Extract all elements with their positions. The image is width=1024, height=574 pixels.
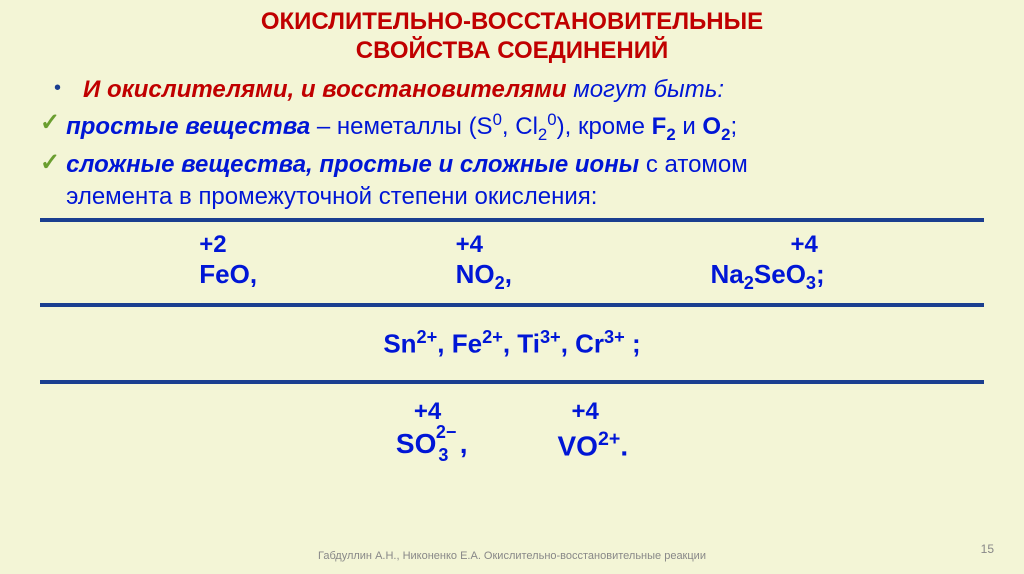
check1-lead: простые вещества (66, 113, 310, 140)
bullet-dot-icon: • (54, 74, 61, 102)
compound-feo: +2 FeO, (199, 232, 257, 294)
separator-2 (40, 303, 984, 307)
formula-text: VO2+. (558, 428, 629, 462)
separator-3 (40, 380, 984, 384)
charge-label: +4 (558, 398, 629, 426)
bullet-intro: • И окислителями, и восстановителями мог… (40, 74, 984, 105)
bullet-emphasis: И окислителями, и восстановителями (83, 76, 567, 103)
check-item-2: ✓ сложные вещества, простые и сложные ио… (40, 149, 984, 211)
compound-na2seo3: +4 Na2SeO3; (711, 232, 825, 294)
check-icon: ✓ (40, 109, 60, 138)
formula-text: Na2SeO3; (711, 260, 825, 293)
charge-label: +4 (396, 398, 468, 426)
check2-text: сложные вещества, простые и сложные ионы… (66, 149, 748, 211)
footer-citation: Габдуллин А.Н., Никоненко Е.А. Окислител… (0, 550, 1024, 562)
compounds-row: +2 FeO, +4 NO2, +4 Na2SeO3; (40, 228, 984, 298)
separator-1 (40, 218, 984, 222)
formula-text: NO2, (456, 260, 512, 293)
compound-so3: +4 SO2−3 , (396, 398, 468, 462)
formula-text: FeO, (199, 260, 257, 289)
formula-text: SO2−3 , (396, 428, 468, 460)
check-item-1: ✓ простые вещества – неметаллы (S0, Cl20… (40, 109, 984, 146)
check1-text: простые вещества – неметаллы (S0, Cl20),… (66, 109, 737, 146)
bottom-compounds-row: +4 SO2−3 , +4 VO2+. (40, 390, 984, 462)
bullet-text: И окислителями, и восстановителями могут… (83, 74, 724, 105)
charge-label: +4 (456, 232, 512, 258)
page-number: 15 (981, 542, 994, 556)
title-line-2: СВОЙСТВА СОЕДИНЕНИЙ (356, 37, 668, 64)
bullet-rest: могут быть: (567, 76, 724, 103)
check2-lead: сложные вещества, простые и сложные ионы (66, 151, 639, 178)
compound-vo: +4 VO2+. (558, 398, 629, 462)
charge-label: +4 (711, 232, 825, 258)
charge-label: +2 (199, 232, 257, 258)
slide-title: ОКИСЛИТЕЛЬНО-ВОССТАНОВИТЕЛЬНЫЕ СВОЙСТВА … (40, 8, 984, 66)
check-icon: ✓ (40, 149, 60, 178)
compound-no2: +4 NO2, (456, 232, 512, 294)
title-line-1: ОКИСЛИТЕЛЬНО-ВОССТАНОВИТЕЛЬНЫЕ (261, 8, 763, 35)
ions-line: Sn2+, Fe2+, Ti3+, Cr3+ ; (40, 313, 984, 374)
